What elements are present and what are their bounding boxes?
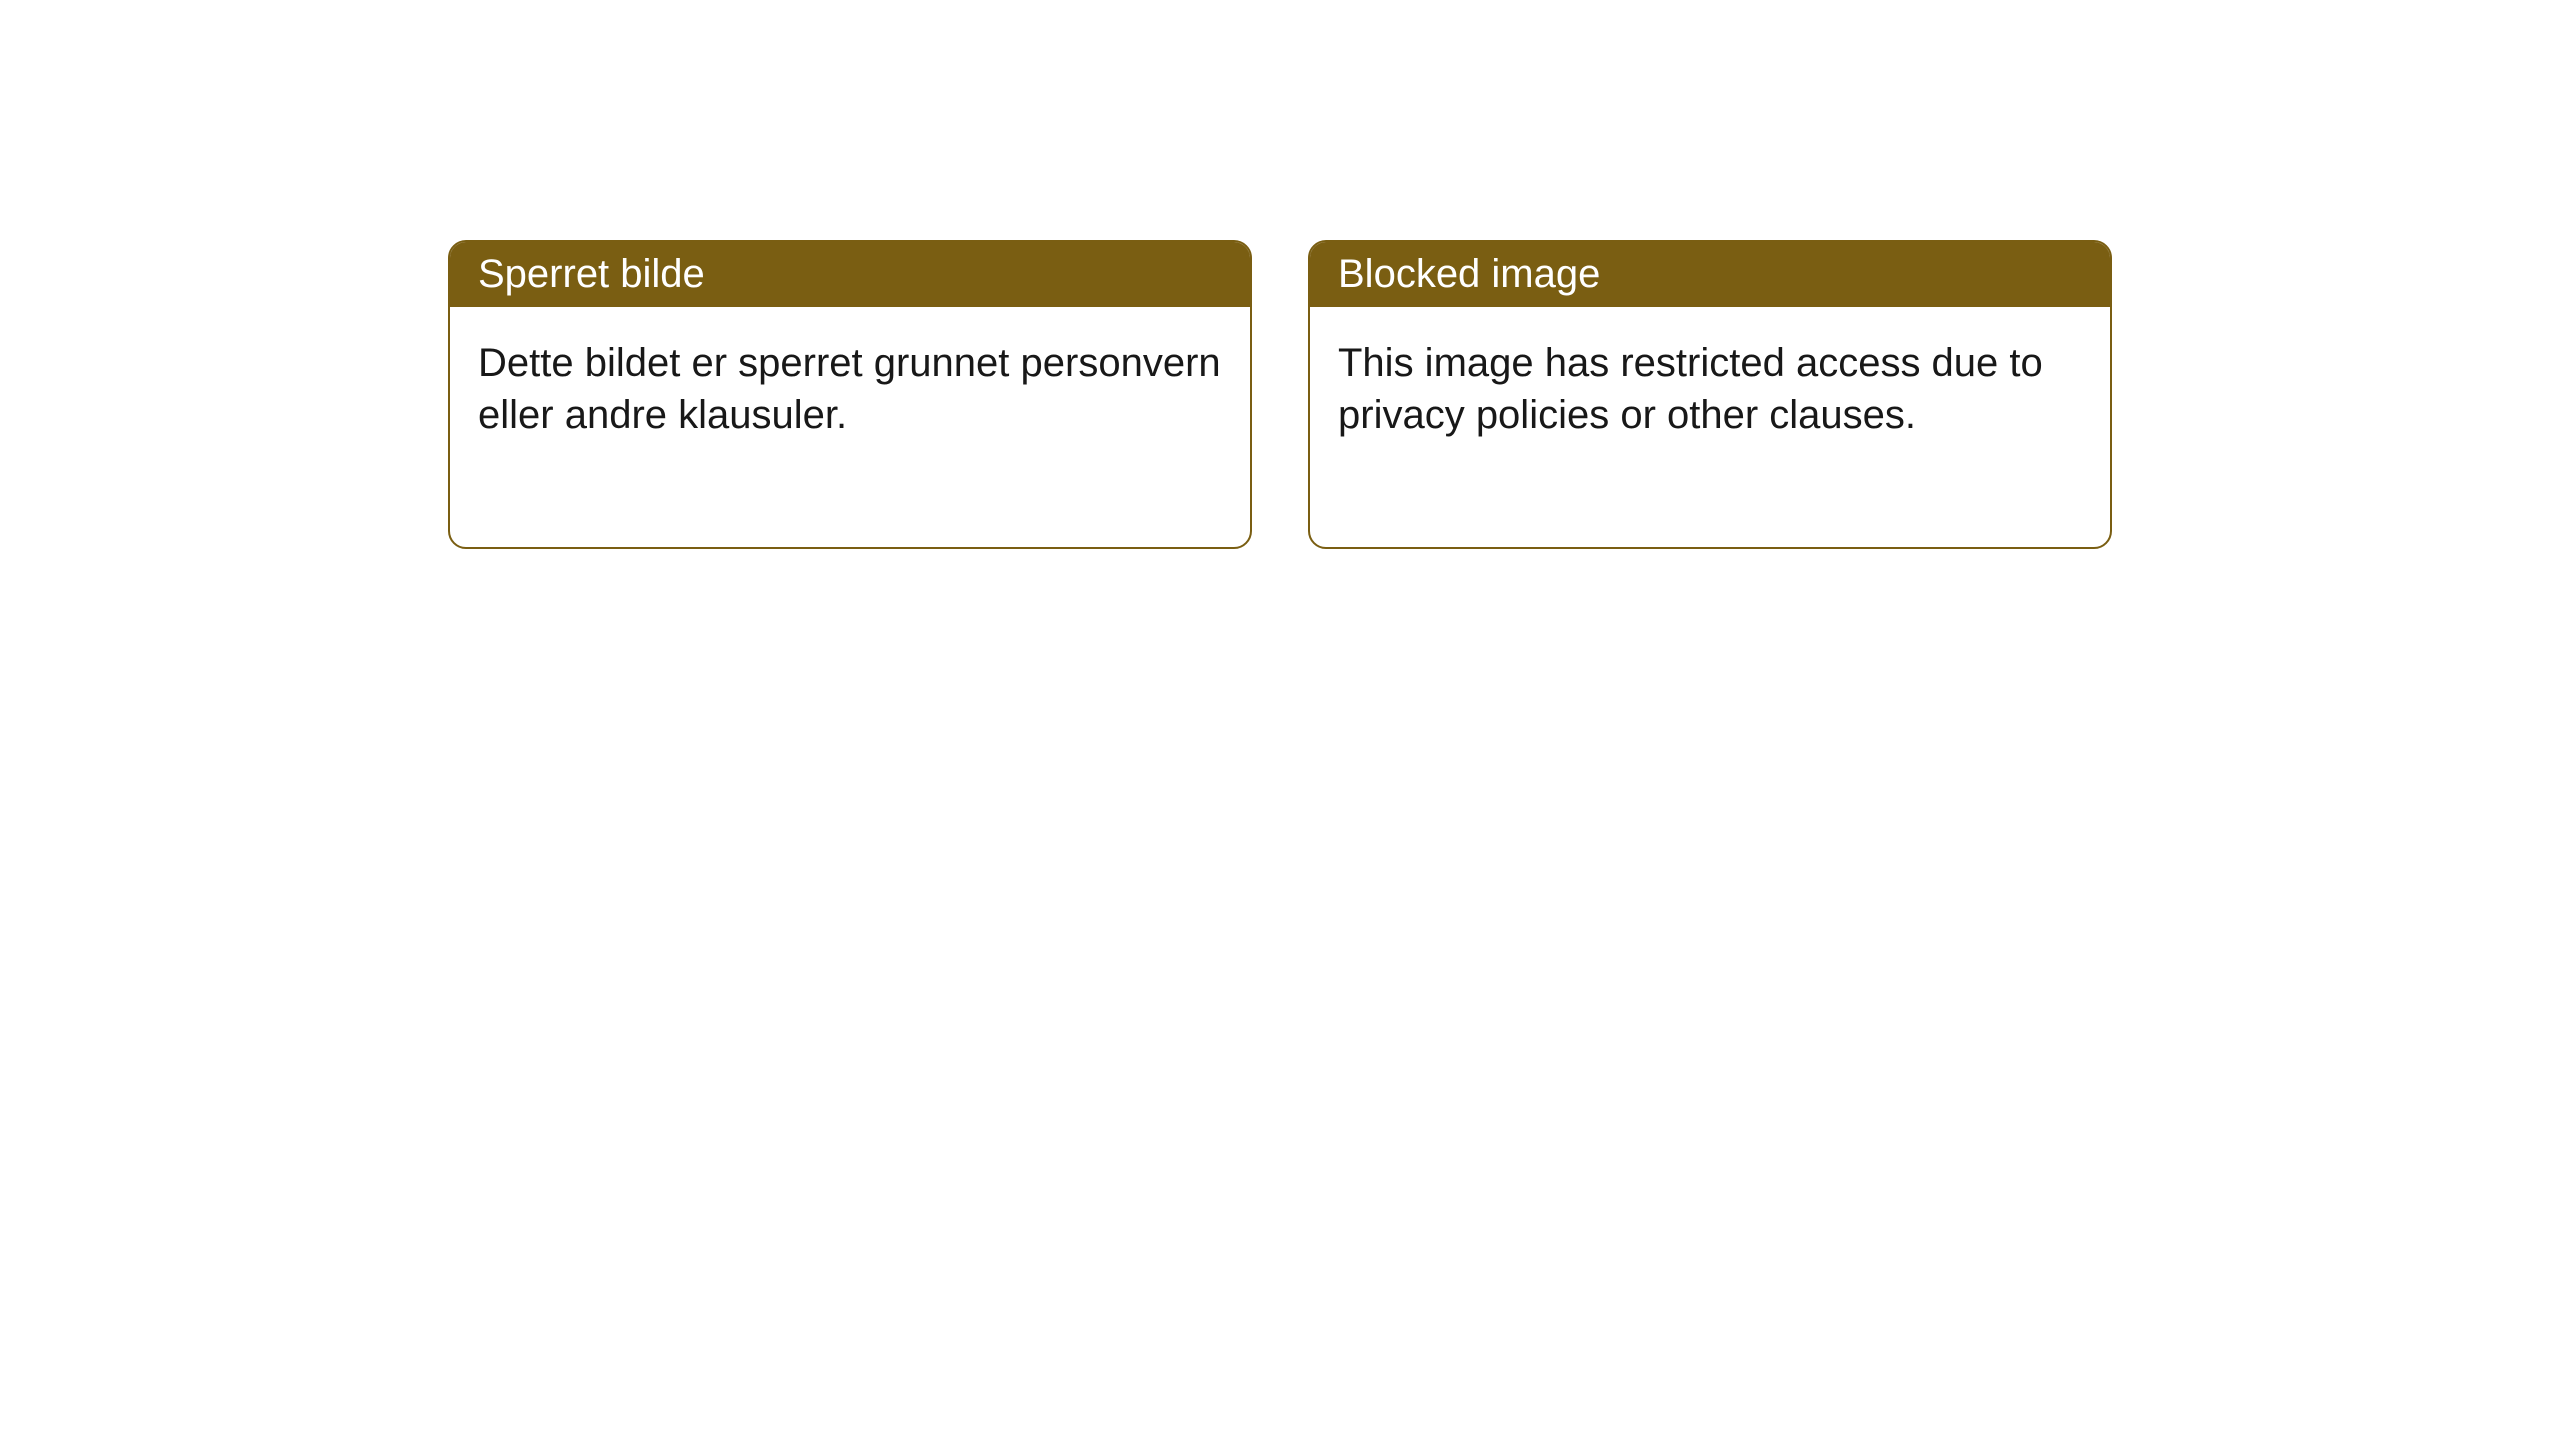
card-header: Blocked image <box>1310 242 2110 307</box>
card-body: This image has restricted access due to … <box>1310 307 2110 547</box>
blocked-image-card-english: Blocked image This image has restricted … <box>1308 240 2112 549</box>
blocked-image-card-norwegian: Sperret bilde Dette bildet er sperret gr… <box>448 240 1252 549</box>
card-body: Dette bildet er sperret grunnet personve… <box>450 307 1250 547</box>
notice-container: Sperret bilde Dette bildet er sperret gr… <box>448 240 2112 549</box>
card-header: Sperret bilde <box>450 242 1250 307</box>
